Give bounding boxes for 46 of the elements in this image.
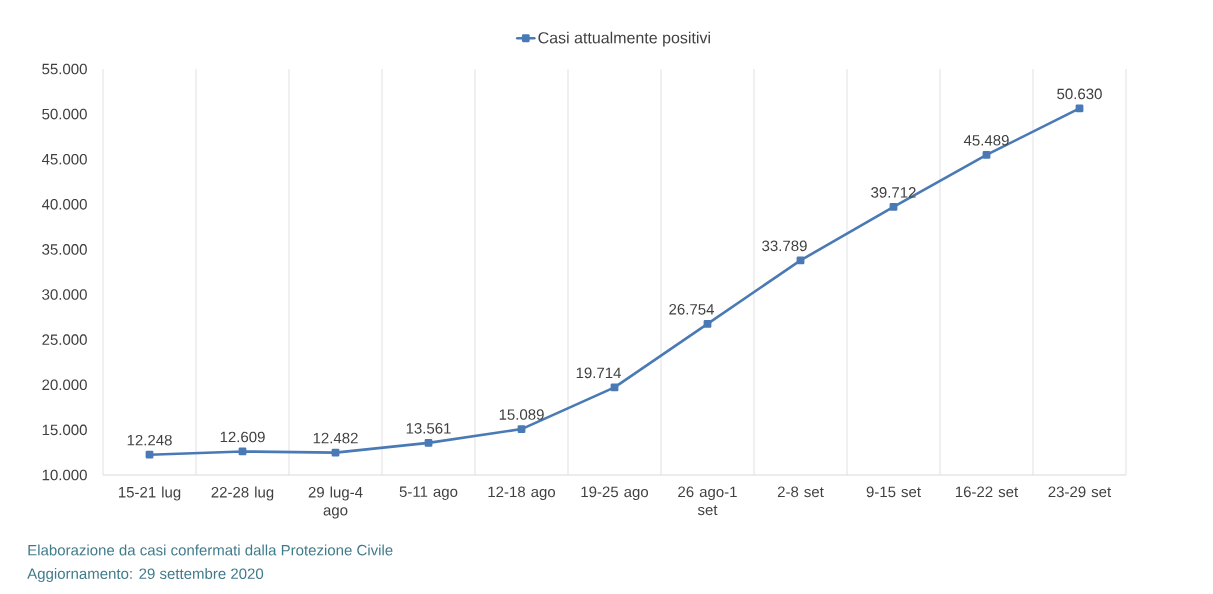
x-tick-label: 2-8 set [777,486,824,498]
x-tick-label: 23-29 set [1048,486,1112,498]
data-label: 15.089 [499,409,544,420]
data-label: 19.714 [576,367,621,379]
x-tick-label: 9-15 set [866,486,921,498]
data-label: 12.609 [220,431,265,443]
point [1075,104,1084,113]
x-tick-label: 26 ago-1 set [678,486,737,516]
y-tick-label: 30.000 [42,289,87,300]
y-tick-label: 55.000 [42,63,87,75]
y-tick-label: 10.000 [42,469,87,481]
point [610,383,619,392]
data-label: 12.482 [313,432,358,444]
point [889,203,898,211]
x-tick-label: 22-28 lug [211,486,274,501]
data-label: 45.489 [963,134,1009,146]
y-tick-label: 25.000 [42,334,87,345]
data-label: 39.712 [871,187,916,198]
point [424,438,433,447]
data-label: 26.754 [669,304,714,315]
y-tick-label: 35.000 [42,244,87,255]
point [238,447,247,456]
legend-label: Casi attualmente positivi [538,31,710,47]
data-label: 13.561 [406,423,451,434]
x-tick-label: 16-22 set [955,486,1019,498]
x-tick-label: 15-21 lug [118,486,181,501]
y-tick-label: 50.000 [42,108,87,120]
text: Aggiornamento: 29 settembre 2020 [27,567,264,582]
x-tick-label: 29 lug-4 ago [308,486,363,519]
x-tick-label: 5-11 ago [399,486,458,500]
y-tick-label: 45.000 [41,153,87,165]
point [145,450,154,459]
y-tick-label: 20.000 [42,379,87,391]
data-label: 33.789 [762,240,807,252]
point [517,425,526,433]
point [796,256,805,265]
point [703,319,712,328]
y-tick-label: 15.000 [42,424,87,436]
point [982,150,991,159]
data-label: 12.248 [127,434,172,446]
point [331,448,340,457]
y-tick-label: 40.000 [41,199,87,210]
data-label: 50.630 [1057,88,1102,100]
text: Elaborazione da casi confermati dalla Protezione Civile [28,544,393,556]
x-tick-label: 19-25 ago [581,486,649,501]
x-tick-label: 12-18 ago [488,486,556,501]
